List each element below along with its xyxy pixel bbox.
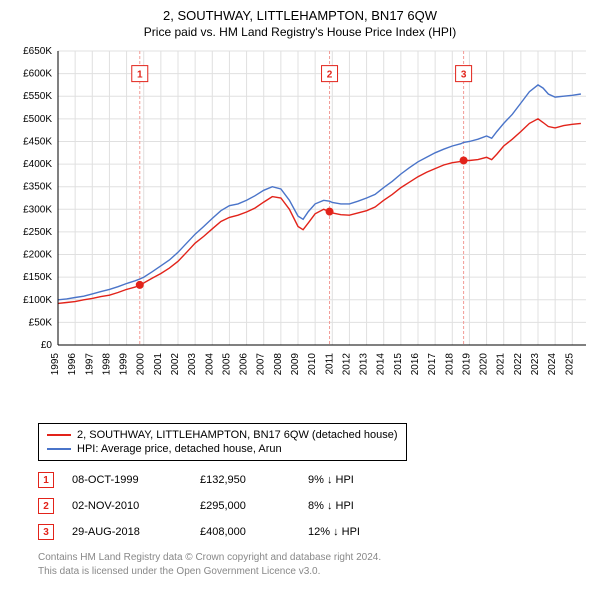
legend-label-property: 2, SOUTHWAY, LITTLEHAMPTON, BN17 6QW (de…: [77, 429, 398, 441]
svg-text:2025: 2025: [564, 353, 575, 376]
svg-text:2023: 2023: [530, 353, 541, 376]
svg-text:£450K: £450K: [23, 136, 52, 147]
svg-text:2012: 2012: [341, 353, 352, 376]
chart-subtitle: Price paid vs. HM Land Registry's House …: [8, 25, 592, 39]
svg-text:1995: 1995: [50, 353, 61, 376]
svg-text:2016: 2016: [410, 353, 421, 376]
svg-text:2: 2: [327, 70, 333, 81]
footer: Contains HM Land Registry data © Crown c…: [38, 551, 592, 578]
svg-text:2007: 2007: [256, 353, 267, 376]
svg-text:£250K: £250K: [23, 227, 52, 238]
event-marker-2: 2: [38, 498, 54, 514]
svg-text:2010: 2010: [307, 353, 318, 376]
svg-text:2014: 2014: [376, 353, 387, 376]
event-row-2: 2 02-NOV-2010 £295,000 8% ↓ HPI: [38, 493, 592, 519]
svg-text:2013: 2013: [359, 353, 370, 376]
event-hpi-2: 8% ↓ HPI: [308, 500, 418, 512]
chart-area: £0 £50K £100K £150K £200K £250K £300K £350K £400…: [8, 45, 592, 415]
legend: 2, SOUTHWAY, LITTLEHAMPTON, BN17 6QW (de…: [38, 423, 407, 461]
page-root: 2, SOUTHWAY, LITTLEHAMPTON, BN17 6QW Pri…: [0, 0, 600, 582]
event-row-3: 3 29-AUG-2018 £408,000 12% ↓ HPI: [38, 519, 592, 545]
footer-line-2: This data is licensed under the Open Gov…: [38, 565, 592, 579]
svg-text:£0: £0: [41, 340, 53, 351]
chart-title: 2, SOUTHWAY, LITTLEHAMPTON, BN17 6QW: [8, 8, 592, 23]
event-hpi-1: 9% ↓ HPI: [308, 474, 418, 486]
svg-text:1999: 1999: [119, 353, 130, 376]
svg-text:£650K: £650K: [23, 46, 52, 57]
svg-text:2006: 2006: [239, 353, 250, 376]
event-row-1: 1 08-OCT-1999 £132,950 9% ↓ HPI: [38, 467, 592, 493]
svg-text:£200K: £200K: [23, 250, 52, 261]
svg-text:1996: 1996: [67, 353, 78, 376]
svg-text:£50K: £50K: [29, 317, 53, 328]
footer-line-1: Contains HM Land Registry data © Crown c…: [38, 551, 592, 565]
svg-text:2000: 2000: [136, 353, 147, 376]
svg-text:£400K: £400K: [23, 159, 52, 170]
svg-text:£350K: £350K: [23, 182, 52, 193]
svg-text:£600K: £600K: [23, 69, 52, 80]
price-chart: £0 £50K £100K £150K £200K £250K £300K £350K £400…: [8, 45, 592, 415]
legend-row-property: 2, SOUTHWAY, LITTLEHAMPTON, BN17 6QW (de…: [47, 428, 398, 442]
svg-text:1: 1: [137, 70, 143, 81]
event-marker-3: 3: [38, 524, 54, 540]
svg-text:2022: 2022: [513, 353, 524, 376]
svg-text:2018: 2018: [444, 353, 455, 376]
svg-text:£500K: £500K: [23, 114, 52, 125]
event-price-3: £408,000: [200, 526, 290, 538]
svg-text:£100K: £100K: [23, 295, 52, 306]
svg-text:2020: 2020: [479, 353, 490, 376]
svg-text:£550K: £550K: [23, 91, 52, 102]
legend-label-hpi: HPI: Average price, detached house, Arun: [77, 443, 282, 455]
svg-text:2002: 2002: [170, 353, 181, 376]
svg-text:2009: 2009: [290, 353, 301, 376]
event-price-2: £295,000: [200, 500, 290, 512]
svg-text:2019: 2019: [461, 353, 472, 376]
svg-text:2001: 2001: [153, 353, 164, 376]
legend-row-hpi: HPI: Average price, detached house, Arun: [47, 442, 398, 456]
legend-swatch-hpi: [47, 448, 71, 450]
event-date-1: 08-OCT-1999: [72, 474, 182, 486]
svg-text:2004: 2004: [204, 353, 215, 376]
svg-text:2024: 2024: [547, 353, 558, 376]
svg-text:2003: 2003: [187, 353, 198, 376]
event-marker-1: 1: [38, 472, 54, 488]
svg-text:3: 3: [461, 70, 467, 81]
svg-text:£300K: £300K: [23, 204, 52, 215]
svg-text:2008: 2008: [273, 353, 284, 376]
svg-text:1998: 1998: [101, 353, 112, 376]
svg-text:2015: 2015: [393, 353, 404, 376]
svg-text:2011: 2011: [324, 353, 335, 375]
event-date-2: 02-NOV-2010: [72, 500, 182, 512]
svg-text:2021: 2021: [496, 353, 507, 376]
svg-text:£150K: £150K: [23, 272, 52, 283]
event-date-3: 29-AUG-2018: [72, 526, 182, 538]
event-price-1: £132,950: [200, 474, 290, 486]
event-hpi-3: 12% ↓ HPI: [308, 526, 418, 538]
legend-swatch-property: [47, 434, 71, 436]
svg-text:2005: 2005: [221, 353, 232, 376]
svg-text:2017: 2017: [427, 353, 438, 376]
svg-text:1997: 1997: [84, 353, 95, 376]
sale-events: 1 08-OCT-1999 £132,950 9% ↓ HPI 2 02-NOV…: [38, 467, 592, 545]
